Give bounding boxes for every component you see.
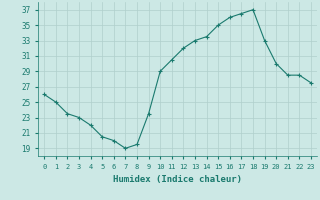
X-axis label: Humidex (Indice chaleur): Humidex (Indice chaleur) — [113, 175, 242, 184]
